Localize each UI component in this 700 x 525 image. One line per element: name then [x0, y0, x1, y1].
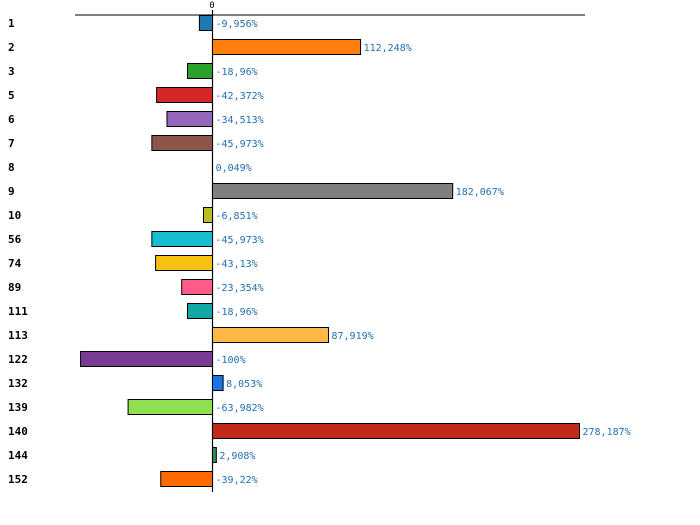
zero-tick-label: 0 [209, 1, 214, 11]
value-label: 182,067% [456, 187, 504, 198]
bar [198, 15, 213, 31]
value-label: -100% [216, 355, 246, 366]
bar [212, 423, 580, 439]
value-label: -9,956% [216, 19, 258, 30]
bar [202, 207, 214, 223]
bar [127, 399, 214, 415]
category-label: 9 [8, 185, 15, 198]
value-label: -45,973% [216, 235, 264, 246]
category-label: 7 [8, 137, 15, 150]
bar [212, 39, 362, 55]
category-label: 140 [8, 425, 28, 438]
category-label: 113 [8, 329, 28, 342]
value-label: -45,973% [216, 139, 264, 150]
category-label: 2 [8, 41, 15, 54]
bar [212, 375, 224, 391]
value-label: 0,049% [216, 163, 252, 174]
bar [186, 63, 213, 79]
category-label: 8 [8, 161, 15, 174]
bar [80, 351, 213, 367]
value-label: 87,919% [331, 331, 373, 342]
value-label: -63,982% [216, 403, 264, 414]
value-label: -34,513% [216, 115, 264, 126]
category-label: 152 [8, 473, 28, 486]
value-label: -6,851% [216, 211, 258, 222]
category-label: 132 [8, 377, 28, 390]
category-label: 3 [8, 65, 15, 78]
value-label: -23,354% [216, 283, 264, 294]
category-label: 1 [8, 17, 15, 30]
category-label: 139 [8, 401, 28, 414]
value-label: 278,187% [583, 427, 631, 438]
category-label: 56 [8, 233, 22, 246]
bar [151, 231, 213, 247]
category-label: 5 [8, 89, 15, 102]
bar [155, 255, 213, 271]
bars-group: 1 -9,956% 2 112,248% 3 -18,96% 5 -42,372% 6 -34,5… [8, 15, 631, 487]
bar [186, 303, 213, 319]
bar [212, 183, 454, 199]
bar [181, 279, 213, 295]
category-label: 144 [8, 449, 28, 462]
category-label: 122 [8, 353, 28, 366]
bar [156, 87, 213, 103]
bar [160, 471, 213, 487]
value-label: -39,22% [216, 475, 258, 486]
value-label: -18,96% [216, 67, 258, 78]
category-label: 111 [8, 305, 28, 318]
category-label: 74 [8, 257, 22, 270]
value-label: -18,96% [216, 307, 258, 318]
category-label: 10 [8, 209, 21, 222]
value-label: 8,053% [226, 379, 262, 390]
category-label: 89 [8, 281, 21, 294]
bar [212, 327, 329, 343]
category-label: 6 [8, 113, 15, 126]
bar [166, 111, 214, 127]
bar [212, 447, 217, 463]
value-label: 2,908% [219, 451, 255, 462]
bar [151, 135, 213, 151]
value-label: -43,13% [216, 259, 258, 270]
value-label: 112,248% [364, 43, 412, 54]
value-label: -42,372% [216, 91, 264, 102]
